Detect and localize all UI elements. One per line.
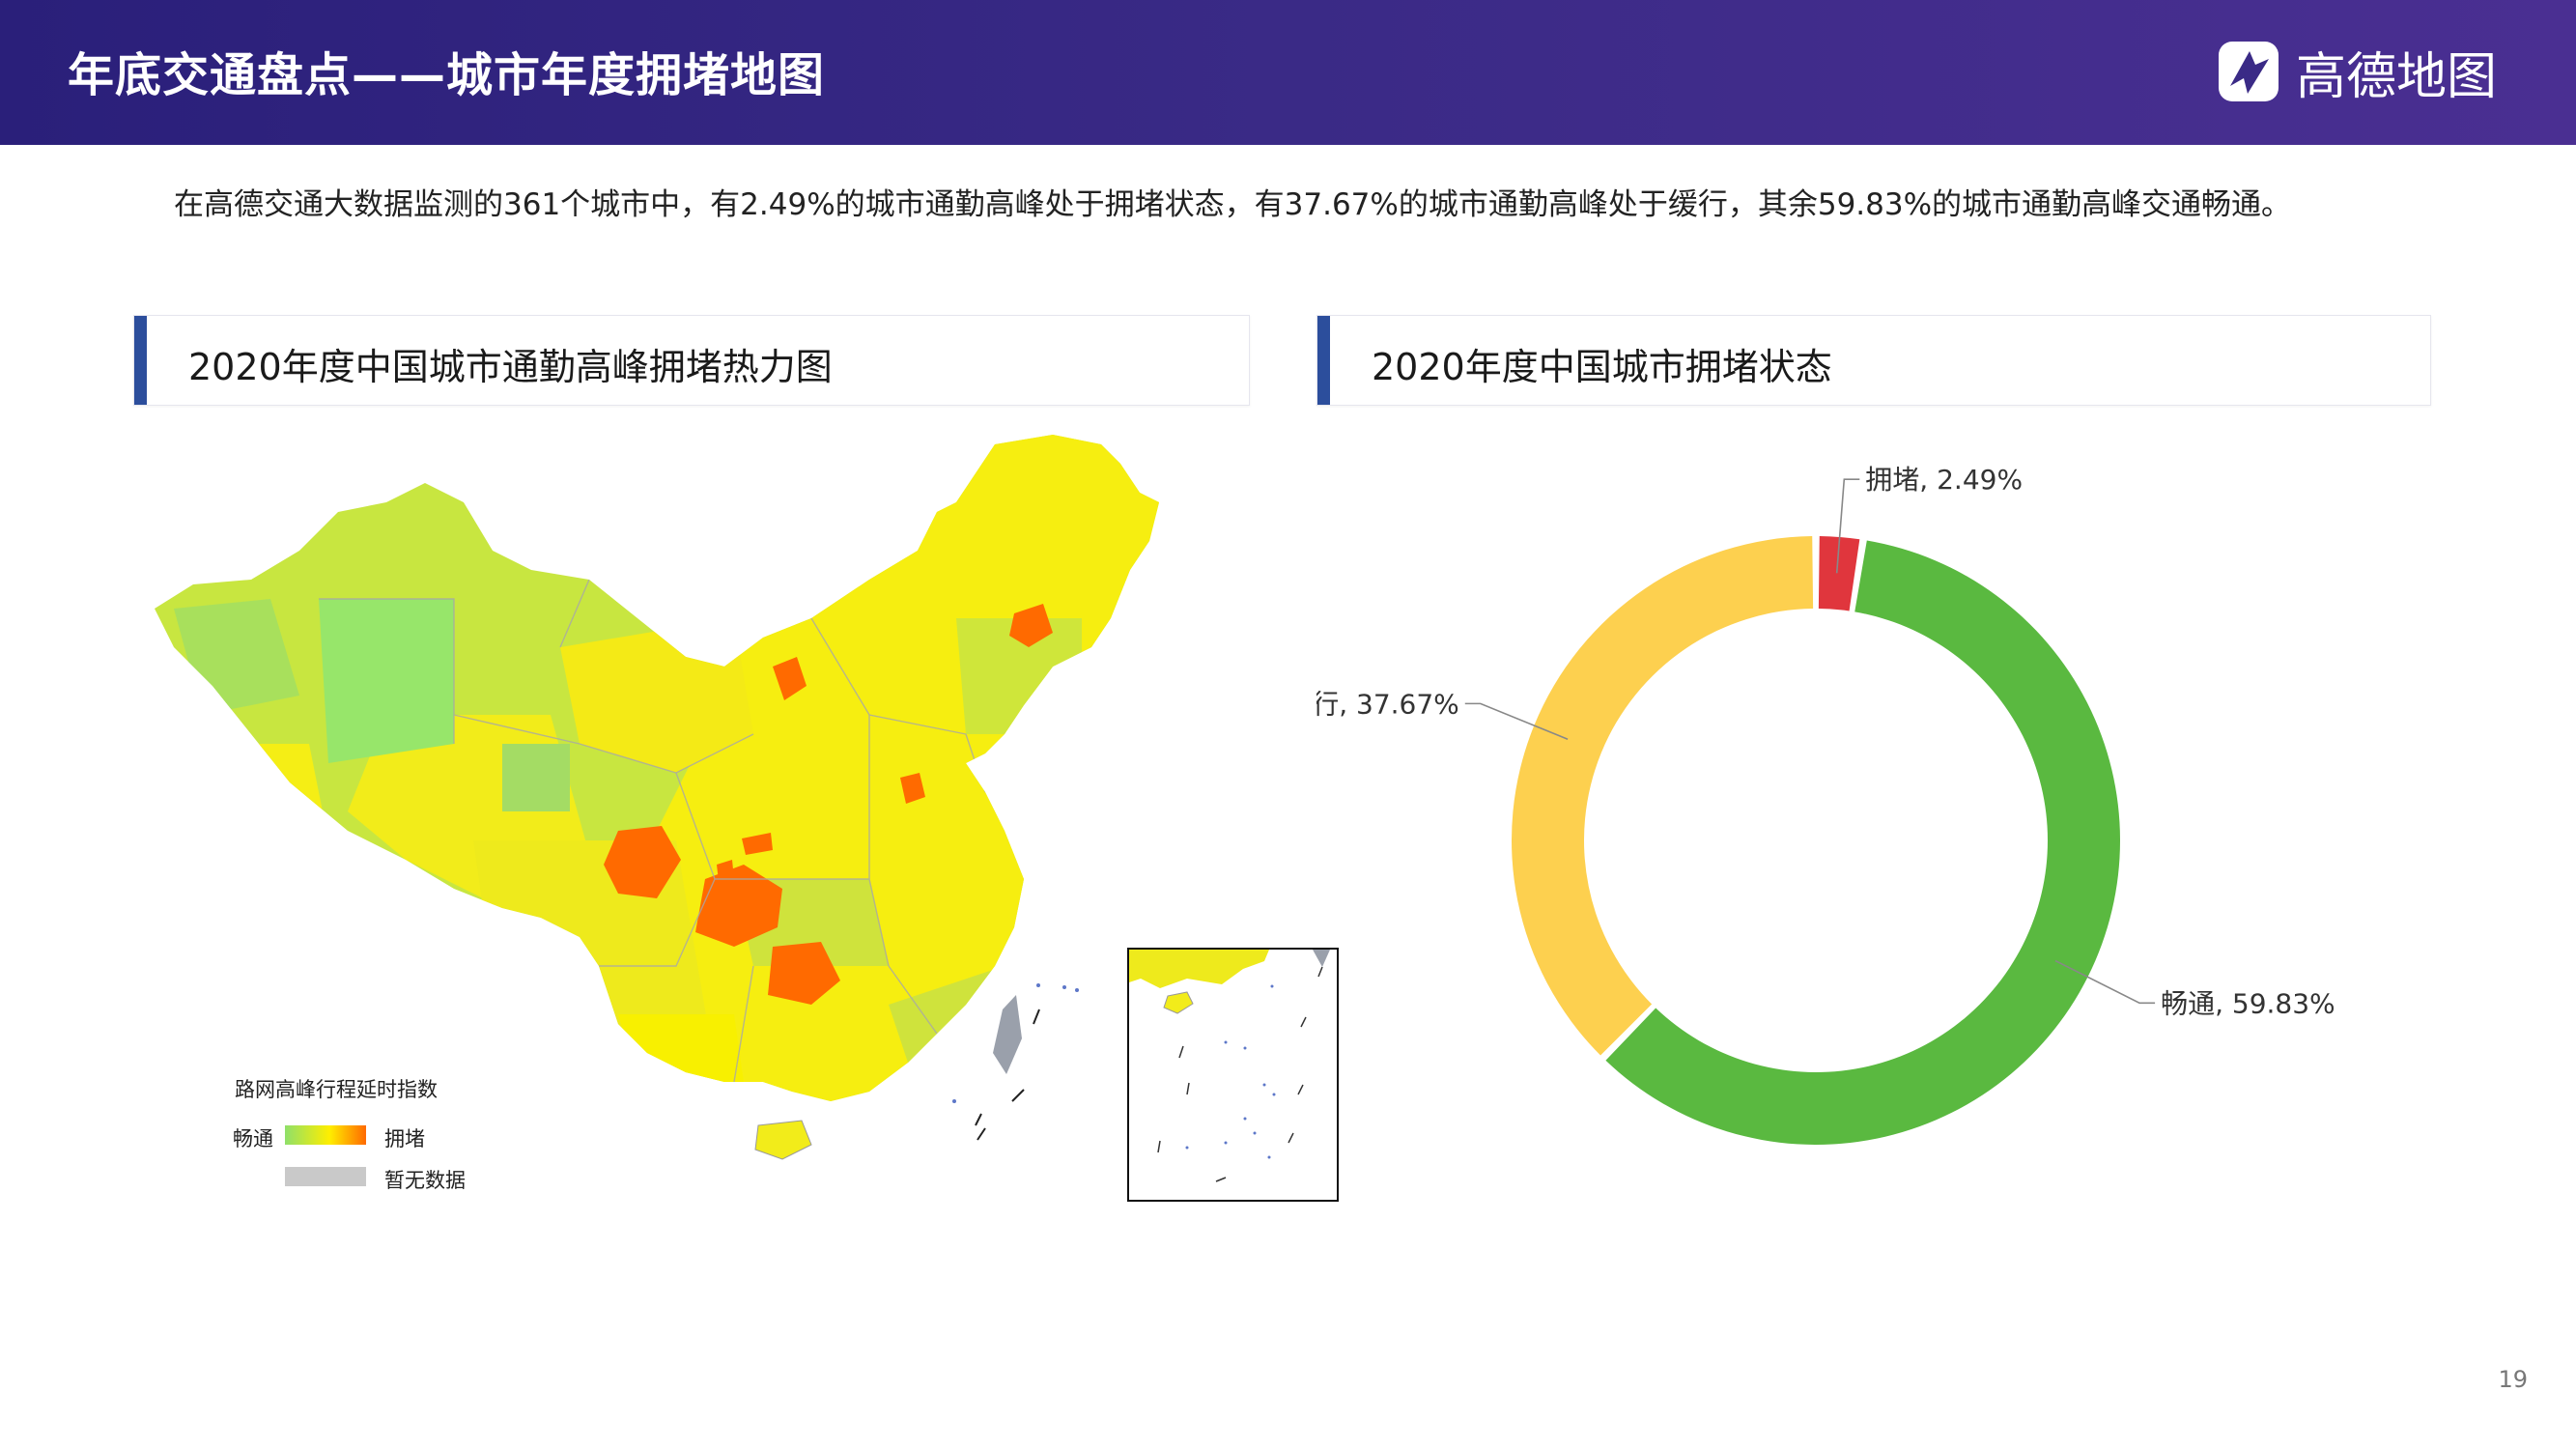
- donut-label-0: 拥堵, 2.49%: [1865, 464, 2023, 496]
- map-legend-na-label: 暂无数据: [384, 1169, 466, 1192]
- page-title: 年底交通盘点——城市年度拥堵地图: [68, 48, 826, 102]
- map-legend-high-label: 拥堵: [384, 1127, 425, 1151]
- page-number: 19: [2498, 1366, 2528, 1393]
- map-panel-title: 2020年度中国城市通勤高峰拥堵热力图: [188, 346, 833, 388]
- amap-logo-icon: [2218, 42, 2279, 101]
- map-legend-gradient: [285, 1125, 366, 1145]
- intro-text: 在高德交通大数据监测的361个城市中，有2.49%的城市通勤高峰处于拥堵状态，有…: [174, 187, 2292, 222]
- brand-name: 高德地图: [2295, 47, 2497, 106]
- map-panel-header: 2020年度中国城市通勤高峰拥堵热力图: [133, 315, 1250, 406]
- donut-slice-2: [1512, 536, 1814, 1056]
- china-heat-map: [155, 435, 1159, 1160]
- header-bar: 年底交通盘点——城市年度拥堵地图 高德地图: [0, 0, 2576, 145]
- donut-label-2: 缓行, 37.67%: [1316, 688, 1459, 720]
- donut-leader-line-0: [1835, 478, 1860, 574]
- donut-panel-header: 2020年度中国城市拥堵状态: [1316, 315, 2431, 406]
- donut-leader-line-2: [1464, 702, 1569, 740]
- donut-slice-1: [1605, 540, 2120, 1145]
- donut-leader-line-1: [2054, 959, 2156, 1005]
- map-legend-na-swatch: [285, 1167, 366, 1186]
- brand-logo: 高德地图: [2215, 33, 2497, 110]
- congestion-donut-chart: 拥堵, 2.49% 畅通, 59.83% 缓行, 37.67%: [1316, 464, 2335, 1145]
- donut-slice-0: [1818, 536, 1860, 611]
- map-legend-low-label: 畅通: [233, 1127, 273, 1151]
- donut-label-1: 畅通, 59.83%: [2161, 987, 2335, 1019]
- south-china-sea-inset-map: [1127, 948, 1339, 1202]
- donut-panel-title: 2020年度中国城市拥堵状态: [1372, 346, 1832, 388]
- map-legend-title: 路网高峰行程延时指数: [235, 1078, 438, 1101]
- panel-accent-bar: [1317, 316, 1330, 405]
- panel-accent-bar: [134, 316, 147, 405]
